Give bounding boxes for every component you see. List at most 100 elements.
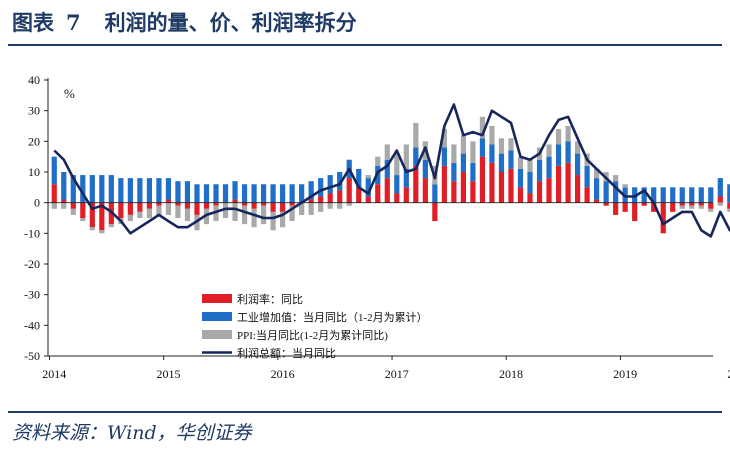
ip-bar [508, 150, 514, 169]
legend-swatch-ip-bar [202, 312, 232, 321]
ppi-bar [413, 122, 419, 148]
ip-bar [451, 162, 457, 182]
ppi-bar [403, 144, 409, 169]
legend-label: 工业增加值：当月同比（1-2月为累计） [237, 310, 428, 324]
ip-bar [584, 165, 590, 188]
ip-bar [260, 184, 267, 203]
margin-bar [670, 202, 676, 212]
margin-bar [622, 202, 628, 212]
margin-bar [365, 196, 371, 203]
ppi-bar [698, 205, 704, 209]
ppi-bar [318, 202, 324, 212]
ip-bar [594, 178, 600, 200]
x-tick-label: 2019 [613, 367, 637, 381]
ip-bar [670, 187, 676, 203]
ip-bar [422, 159, 428, 179]
ppi-bar [127, 214, 133, 222]
ip-bar [184, 181, 191, 203]
ip-bar [146, 178, 153, 203]
legend-swatch-ppi-bar [202, 330, 232, 339]
ip-bar [536, 159, 543, 182]
ppi-bar [727, 208, 730, 212]
ip-bar [651, 187, 657, 203]
ip-bar [156, 178, 162, 203]
ip-bar [613, 181, 619, 203]
figure-number: 7 [66, 10, 81, 35]
ip-bar [413, 147, 419, 166]
ip-bar [232, 181, 238, 200]
ppi-bar [51, 202, 57, 209]
margin-bar [356, 187, 362, 203]
margin-bar [470, 181, 476, 203]
ppi-bar [489, 126, 495, 145]
ppi-bar [337, 202, 343, 209]
margin-bar [203, 202, 210, 209]
margin-bar [289, 202, 295, 206]
ip-bar [99, 175, 105, 203]
ip-bar [565, 141, 571, 163]
legend-swatch-margin-bar [202, 294, 232, 303]
ip-bar [527, 172, 533, 194]
margin-bar [698, 202, 704, 206]
ip-bar [394, 175, 400, 194]
ip-bar [213, 184, 219, 203]
ppi-bar [146, 208, 153, 218]
ip-bar [603, 181, 609, 203]
margin-bar [165, 199, 172, 203]
ppi-bar [375, 156, 381, 166]
ip-bar [327, 175, 333, 194]
margin-bar [384, 178, 390, 203]
margin-bar [118, 202, 124, 218]
margin-bar [51, 184, 57, 203]
x-tick-label: 2018 [499, 367, 523, 381]
ip-bar [337, 172, 343, 191]
margin-bar [546, 178, 552, 203]
x-tick-label: 2020 [727, 367, 730, 381]
margin-bar [489, 162, 495, 203]
margin-bar [460, 172, 467, 203]
margin-bar [613, 202, 619, 215]
margin-bar [413, 165, 419, 203]
margin-bar [184, 202, 191, 209]
ppi-bar [613, 175, 619, 182]
margin-bar [175, 202, 181, 206]
ppi-bar [327, 202, 333, 209]
ip-bar [70, 175, 76, 203]
margin-bar [708, 202, 714, 209]
profit-decomposition-chart: -50 -40 -30 -20 -10 0 10 20 30 40% 2014 2015 2016 201… [24, 73, 730, 381]
ppi-bar [689, 205, 695, 209]
ppi-bar [546, 144, 552, 157]
margin-bar [574, 175, 581, 203]
margin-bar [89, 202, 95, 228]
ppi-bar [175, 205, 181, 218]
margin-bar [127, 202, 133, 215]
ppi-bar [565, 126, 571, 142]
margin-bar [479, 156, 486, 203]
ip-bar [270, 184, 276, 203]
ppi-bar [299, 202, 305, 215]
ip-bar [175, 181, 181, 203]
margin-bar [146, 202, 153, 209]
ip-bar [679, 187, 685, 203]
margin-bar [337, 190, 343, 203]
ip-bar [241, 184, 248, 203]
ip-bar [280, 184, 286, 203]
figure-title-bar: 图表 7 利润的量、价、利润率拆分 [12, 6, 357, 40]
ip-bar [727, 184, 730, 203]
legend-label: 利润率：同比 [237, 292, 303, 306]
ip-bar [441, 147, 447, 166]
margin-bar [280, 202, 286, 212]
margin-bar [346, 178, 352, 203]
margin-bar [232, 199, 238, 203]
ip-bar [222, 184, 229, 203]
figure-label: 图表 [12, 10, 54, 35]
margin-bar [632, 202, 638, 222]
ip-bar [717, 178, 723, 197]
ip-bar [574, 153, 581, 176]
margin-bar [327, 193, 333, 203]
ip-bar [137, 178, 143, 203]
ppi-bar [555, 129, 562, 145]
ip-bar [479, 138, 486, 157]
ip-bar [698, 187, 704, 203]
x-tick-label: 2014 [42, 367, 66, 381]
